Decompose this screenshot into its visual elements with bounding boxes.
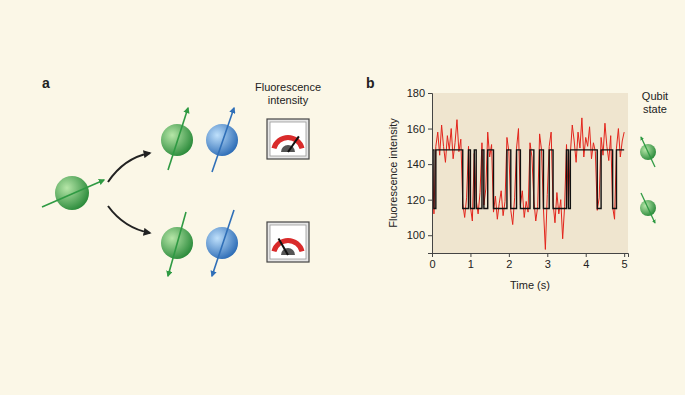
tick-label: 100 [407,229,425,241]
panel-label: a [42,75,50,91]
plot-marks [432,118,624,250]
tick-mark [428,235,432,236]
annotation-line: state [643,103,667,115]
branch-arrow [108,153,150,182]
figure: a b Fluorescenceintensity 0 1 2 3 4 5 100 120 140 16… [0,0,685,395]
panel-label: b [366,75,375,91]
tick-mark [586,253,587,257]
tick: 4 [583,253,589,270]
tick-mark [624,253,625,257]
tick: 140 [407,158,432,170]
tick-mark [509,253,510,257]
meter-face [270,122,306,156]
sphere [55,176,89,210]
y-axis-label: Fluorescence intensity [387,118,399,228]
meter-label: Fluorescenceintensity [255,81,321,106]
tick-mark [428,200,432,201]
tick: 100 [407,229,432,241]
tick-mark [428,129,432,130]
tick: 2 [506,253,512,270]
tick-label: 2 [506,258,512,270]
tick-label: 160 [407,123,425,135]
plot-area [432,93,628,253]
meter-frame [267,222,309,262]
spin-arrow [42,180,104,207]
meter-needle [279,239,289,255]
tick-label: 0 [429,258,435,270]
x-axis: 0 1 2 3 4 5 [429,253,628,270]
meter-frame [267,119,309,159]
tick-mark [547,253,548,257]
spin-arrow [168,212,186,276]
meter [267,222,309,262]
tick: 120 [407,194,432,206]
sphere [206,227,238,259]
tick: 0 [429,253,435,270]
diagram: Fluorescenceintensity [42,81,321,276]
tick-label: 120 [407,194,425,206]
tick-label: 180 [407,87,425,99]
meter [267,119,309,159]
meter-needle [288,136,299,152]
tick-label: 3 [545,258,551,270]
tick: 160 [407,123,432,135]
intensity-trace [432,118,624,250]
spin-arrow [212,108,234,172]
state-arrow [641,137,655,167]
branch-arrow [108,206,150,233]
meter-label-line: Fluorescence [255,81,321,93]
meter-label-line: intensity [268,94,309,106]
tick: 3 [545,253,551,270]
tick-label: 140 [407,158,425,170]
axis-line [428,94,433,254]
axis-line [433,254,629,258]
state-arrow [641,193,655,223]
meter-face [270,225,306,259]
annotation: Qubitstate [642,90,668,115]
sphere [206,124,238,156]
tick-label: 5 [622,258,628,270]
tick: 5 [622,253,628,270]
tick: 180 [407,87,432,99]
tick-label: 4 [583,258,589,270]
tick-label: 1 [468,258,474,270]
x-axis-label: Time (s) [510,279,550,291]
tick-mark [428,164,432,165]
y-axis: 100 120 140 160 180 [407,87,433,253]
annotation-line: Qubit [642,90,668,102]
tick-mark [428,93,432,94]
tick: 1 [468,253,474,270]
state-trace [432,150,624,209]
spin-arrow [168,108,188,170]
tick-mark [470,253,471,257]
spin-arrow [212,210,234,276]
